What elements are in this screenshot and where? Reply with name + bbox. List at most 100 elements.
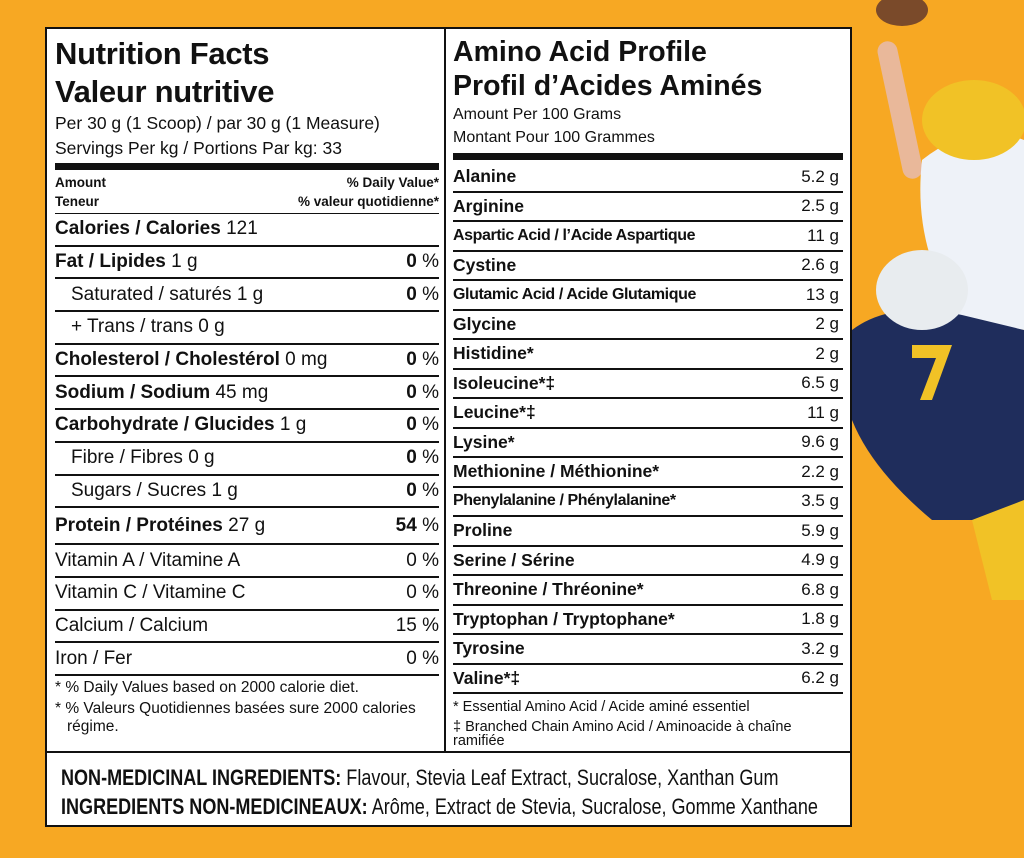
nutrition-facts: Nutrition Facts Valeur nutritive Per 30 … xyxy=(55,35,439,736)
amino-name: Histidine* xyxy=(453,343,534,364)
amino-row: Histidine* 2 g xyxy=(453,340,843,370)
amino-amount: 3.5 g xyxy=(801,491,839,511)
nutrient-amount: 1 g xyxy=(171,251,198,273)
ingredient-text: Flavour, Stevia Leaf Extract, Sucralose,… xyxy=(341,765,779,790)
vitamin-name: Calcium / Calcium xyxy=(55,614,209,636)
amino-amount: 2.6 g xyxy=(801,255,839,275)
amino-row: Methionine / Méthionine* 2.2 g xyxy=(453,458,843,488)
nutrient-amount: 0 mg xyxy=(285,349,328,371)
nutrient-label: Sugars / Sucres 1 g xyxy=(71,480,238,502)
amino-name: Arginine xyxy=(453,195,524,216)
nutrient-name: Fibre / Fibres 0 g xyxy=(71,447,215,469)
ingredient-line: NON-MEDICINAL INGREDIENTS: Flavour, Stev… xyxy=(61,763,778,792)
amino-amount: 5.2 g xyxy=(801,166,839,186)
amino-amount: 9.6 g xyxy=(801,432,839,452)
amino-amount: 11 g xyxy=(807,402,839,422)
jersey-navy xyxy=(852,310,1024,520)
nutrient-label: Calories / Calories 121 xyxy=(55,218,258,240)
title: Nutrition Facts xyxy=(55,36,270,71)
vitamin-dv: 0 % xyxy=(406,582,439,604)
dv-number: 0 xyxy=(406,283,417,305)
amino-acid-profile: Amino Acid Profile Profil d’Acides Aminé… xyxy=(453,35,843,748)
nutrient-label: + Trans / trans 0 g xyxy=(71,316,225,338)
nutrient-row: Cholesterol / Cholestérol 0 mg 0 % xyxy=(55,345,439,378)
dv-unit: % xyxy=(422,251,439,273)
amino-row: Leucine*‡ 11 g xyxy=(453,399,843,429)
dv-unit: % xyxy=(422,447,439,469)
amino-row: Tryptophan / Tryptophane* 1.8 g xyxy=(453,606,843,635)
amino-name: Tyrosine xyxy=(453,638,525,659)
daily-value: 0 % xyxy=(406,414,439,436)
amino-amount: 6.8 g xyxy=(801,579,839,599)
helmet-yellow xyxy=(922,80,1024,160)
dv-number: 54 xyxy=(395,514,417,536)
nutrient-amount: 45 mg xyxy=(215,381,269,403)
daily-value: 0 % xyxy=(406,382,439,404)
ingredient-label: INGREDIENTS NON-MEDICINEAUX: xyxy=(61,794,368,819)
vitamin-row: Calcium / Calcium 15 % xyxy=(55,611,439,644)
amino-name: Aspartic Acid / l’Acide Aspartique xyxy=(453,226,696,244)
nutrient-row: Saturated / saturés 1 g 0 % xyxy=(55,279,439,313)
montant: Montant Pour 100 Grammes xyxy=(453,129,655,146)
nutrient-row: + Trans / trans 0 g xyxy=(55,312,439,345)
dv-unit: % xyxy=(422,479,439,501)
nutrient-row: Sodium / Sodium 45 mg 0 % xyxy=(55,377,439,411)
footnotes: * Essential Amino Acid / Acide aminé ess… xyxy=(453,700,843,749)
amino-name: Tryptophan / Tryptophane* xyxy=(453,608,675,629)
nutrient-rows: Calories / Calories 121 Fat / Lipides 1 g… xyxy=(55,214,439,546)
amino-row: Glycine 2 g xyxy=(453,311,843,340)
amino-amount: 2.2 g xyxy=(801,461,839,481)
amino-amount: 4.9 g xyxy=(801,550,839,570)
daily-value: 0 % xyxy=(406,284,439,306)
nutrient-label: Carbohydrate / Glucides 1 g xyxy=(55,414,306,436)
header-left: Amount Teneur xyxy=(55,173,106,211)
nutrient-name: Saturated / saturés 1 g xyxy=(71,283,264,305)
amino-name: Leucine*‡ xyxy=(453,402,536,423)
dv-number: 0 xyxy=(406,349,417,371)
amino-amount: 3.2 g xyxy=(801,638,839,658)
nutrient-row: Protein / Protéines 27 g 54 % xyxy=(55,508,439,546)
amino-name: Threonine / Thréonine* xyxy=(453,579,644,600)
teneur: Teneur xyxy=(55,194,100,209)
nutrient-name: Cholesterol / Cholestérol xyxy=(55,349,280,371)
footnotes: * % Daily Values based on 2000 calorie d… xyxy=(55,679,439,736)
nutrient-label: Fibre / Fibres 0 g xyxy=(71,447,215,469)
dv-number: 0 xyxy=(406,447,417,469)
nutrient-name: + Trans / trans 0 g xyxy=(71,316,225,338)
amount-per: Amount Per 100 Grams xyxy=(453,106,622,123)
amino-name: Glycine xyxy=(453,313,517,334)
servings: Servings Per kg / Portions Par kg: 33 xyxy=(55,138,342,158)
amino-amount: 2 g xyxy=(815,343,839,363)
daily-value: 0 % xyxy=(406,447,439,469)
footnote: ‡ Branched Chain Amino Acid / Aminoacide… xyxy=(453,719,792,749)
serving: Per 30 g (1 Scoop) / par 30 g (1 Measure… xyxy=(55,113,380,133)
leg xyxy=(972,500,1024,600)
amino-row: Threonine / Thréonine* 6.8 g xyxy=(453,576,843,606)
divider xyxy=(444,29,446,751)
rule xyxy=(55,163,439,170)
amino-amount: 6.2 g xyxy=(801,668,839,688)
amino-name: Proline xyxy=(453,520,513,541)
vitamin-dv: 0 % xyxy=(406,549,439,571)
nutrient-row: Carbohydrate / Glucides 1 g 0 % xyxy=(55,410,439,443)
amino-row: Tyrosine 3.2 g xyxy=(453,635,843,665)
amino-amount: 2 g xyxy=(815,314,839,334)
amino-amount: 6.5 g xyxy=(801,373,839,393)
amino-row: Proline 5.9 g xyxy=(453,517,843,547)
nutrient-label: Protein / Protéines 27 g xyxy=(55,515,265,537)
daily-value: 0 % xyxy=(406,251,439,273)
dv-number: 0 xyxy=(406,479,417,501)
amino-name: Alanine xyxy=(453,166,517,187)
amino-amount: 1.8 g xyxy=(801,609,839,629)
dv-unit: % xyxy=(422,381,439,403)
daily-value: % Daily Value* xyxy=(346,175,439,190)
dv-unit: % xyxy=(422,349,439,371)
ingredient-text: Arôme, Extract de Stevia, Sucralose, Gom… xyxy=(367,794,818,819)
nutrient-label: Sodium / Sodium 45 mg xyxy=(55,382,268,404)
dv-unit: % xyxy=(422,514,439,536)
nutrient-label: Saturated / saturés 1 g xyxy=(71,284,263,306)
dv-number: 0 xyxy=(406,414,417,436)
amino-row: Valine*‡ 6.2 g xyxy=(453,665,843,694)
vitamin-dv: 15 % xyxy=(395,614,439,636)
